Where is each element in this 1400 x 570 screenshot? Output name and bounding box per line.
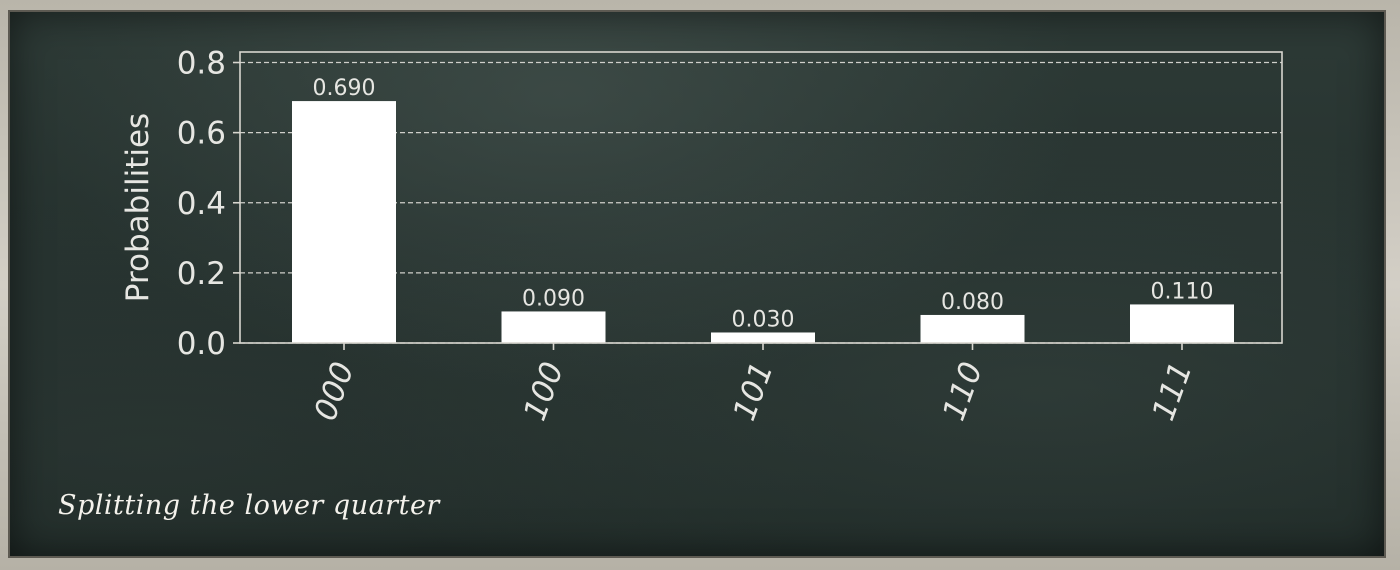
value-label-111: 0.110 bbox=[1151, 279, 1214, 304]
xtick-label-100: 100 bbox=[517, 357, 571, 425]
ytick-label-1: 0.2 bbox=[177, 256, 226, 292]
value-label-110: 0.080 bbox=[941, 290, 1004, 315]
value-label-101: 0.030 bbox=[732, 307, 795, 332]
ytick-label-3: 0.6 bbox=[177, 116, 226, 152]
y-axis-label: Probabilities bbox=[120, 113, 156, 302]
bar-value-labels: 0.690 0.090 0.030 0.080 0.110 bbox=[313, 76, 1214, 332]
caption-text: Splitting the lower quarter bbox=[58, 490, 440, 521]
bars bbox=[292, 101, 1234, 343]
value-label-100: 0.090 bbox=[522, 286, 585, 311]
ytick-label-2: 0.4 bbox=[177, 186, 226, 222]
ytick-label-4: 0.8 bbox=[177, 46, 226, 82]
xtick-label-111: 111 bbox=[1145, 357, 1199, 425]
bar-101 bbox=[711, 332, 815, 343]
xtick-label-101: 101 bbox=[726, 357, 780, 425]
xtick-label-110: 110 bbox=[936, 357, 990, 425]
ytick-label-0: 0.0 bbox=[177, 326, 226, 362]
chalkboard: 0.690 0.090 0.030 0.080 0.110 0.0 0.2 0.4 0.6 0.… bbox=[8, 10, 1386, 558]
bar-100 bbox=[501, 311, 606, 343]
xtick-label-000: 000 bbox=[307, 357, 361, 425]
bar-110 bbox=[920, 314, 1025, 343]
probability-bar-chart: 0.690 0.090 0.030 0.080 0.110 0.0 0.2 0.4 0.6 0.… bbox=[120, 46, 1283, 425]
bar-000 bbox=[292, 101, 396, 343]
bar-111 bbox=[1130, 304, 1234, 343]
value-label-000: 0.690 bbox=[313, 76, 376, 101]
plot-frame bbox=[239, 51, 1283, 344]
grid-lines bbox=[240, 61, 1282, 344]
